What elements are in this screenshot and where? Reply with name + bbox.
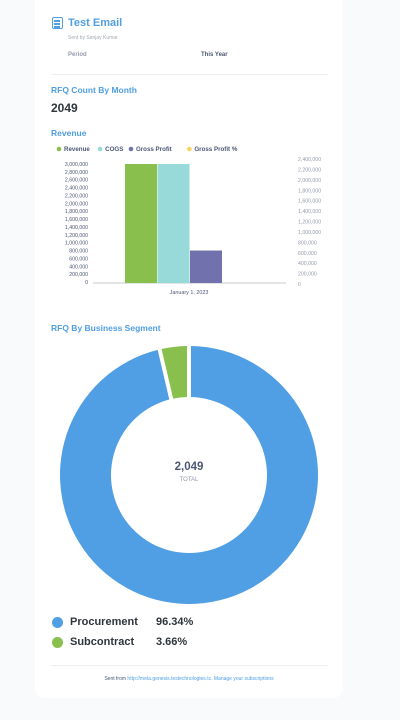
donut-center-value: 2,049 xyxy=(175,461,204,473)
y-tick-label: 2,000,000 xyxy=(65,201,88,207)
y2-tick-label: 0 xyxy=(298,282,301,288)
filter-value: This Year xyxy=(201,52,228,58)
legend-dot-0 xyxy=(56,146,62,152)
bar-revenue[interactable] xyxy=(125,164,157,283)
y2-tick-label: 800,000 xyxy=(298,240,317,246)
y-tick-label: 200,000 xyxy=(69,272,88,278)
legend-label-3[interactable]: Gross Profit % xyxy=(194,146,237,153)
y2-tick-label: 2,400,000 xyxy=(298,157,321,163)
donut-slice-procurement[interactable] xyxy=(59,346,318,604)
y2-tick-label: 600,000 xyxy=(298,251,317,257)
y-tick-label: 1,400,000 xyxy=(65,225,88,231)
legend-label-0[interactable]: Revenue xyxy=(64,146,90,153)
rfq-count-title[interactable]: RFQ Count By Month xyxy=(51,85,137,95)
y2-tick-label: 1,800,000 xyxy=(298,188,321,194)
legend-label-2[interactable]: Gross Profit xyxy=(136,146,172,153)
legend-row-procurement[interactable]: Procurement 96.34% xyxy=(52,616,252,630)
y-tick-label: 3,000,000 xyxy=(65,162,88,168)
footer-link[interactable]: http://meta.genesis.testechnologies.tc. xyxy=(127,676,213,682)
y-tick-label: 2,600,000 xyxy=(65,178,88,184)
dashboard-icon xyxy=(52,17,63,29)
sent-by-text: Sent by Sanjay Kumar xyxy=(68,35,118,41)
y-tick-label: 600,000 xyxy=(69,256,88,262)
y-tick-label: 1,800,000 xyxy=(65,209,88,215)
y2-tick-label: 2,200,000 xyxy=(298,167,321,173)
y2-tick-label: 1,600,000 xyxy=(298,199,321,205)
y-tick-label: 2,800,000 xyxy=(65,170,88,176)
x-tick-label: January 1, 2023 xyxy=(170,290,209,296)
donut-center-label: TOTAL xyxy=(180,477,199,483)
legend-row-subcontract[interactable]: Subcontract 3.66% xyxy=(52,636,252,650)
legend-label-1[interactable]: COGS xyxy=(105,146,123,153)
y2-tick-label: 400,000 xyxy=(298,261,317,267)
y2-tick-label: 200,000 xyxy=(298,272,317,278)
y-tick-label: 0 xyxy=(85,280,88,286)
manage-subscriptions-link[interactable]: Manage your subscriptions xyxy=(213,676,274,682)
y2-tick-label: 1,000,000 xyxy=(298,230,321,236)
segment-title[interactable]: RFQ By Business Segment xyxy=(51,323,161,333)
y2-tick-label: 1,200,000 xyxy=(298,220,321,226)
y2-tick-label: 2,000,000 xyxy=(298,178,321,184)
footer-divider xyxy=(51,665,328,666)
revenue-title[interactable]: Revenue xyxy=(51,128,87,138)
divider xyxy=(51,74,328,75)
footer: Sent from http://meta.genesis.testechnol… xyxy=(35,676,343,682)
y-tick-label: 2,200,000 xyxy=(65,193,88,199)
y-tick-label: 2,400,000 xyxy=(65,186,88,192)
donut-slice-subcontract[interactable] xyxy=(161,346,188,399)
y2-tick-label: 1,400,000 xyxy=(298,209,321,215)
y-tick-label: 800,000 xyxy=(69,249,88,255)
legend-name: Procurement xyxy=(70,616,138,628)
legend-percent: 3.66% xyxy=(156,636,188,648)
legend-percent: 96.34% xyxy=(156,616,194,628)
y-tick-label: 400,000 xyxy=(69,264,88,270)
legend-name: Subcontract xyxy=(70,636,135,648)
y-tick-label: 1,600,000 xyxy=(65,217,88,223)
bar-cogs[interactable] xyxy=(157,164,190,283)
legend-dot-3 xyxy=(187,146,192,152)
bar-gross-profit[interactable] xyxy=(190,250,222,283)
y-tick-label: 1,000,000 xyxy=(65,241,88,247)
y-tick-label: 1,200,000 xyxy=(65,233,88,239)
rfq-count-value: 2049 xyxy=(51,101,78,115)
email-title: Test Email xyxy=(68,17,123,29)
filter-label: Period xyxy=(68,52,87,58)
legend-dot-1 xyxy=(97,146,103,152)
footer-prefix: Sent from xyxy=(104,676,127,682)
legend-dot xyxy=(52,637,63,648)
legend-dot-2 xyxy=(128,146,134,152)
legend-dot xyxy=(52,617,63,628)
